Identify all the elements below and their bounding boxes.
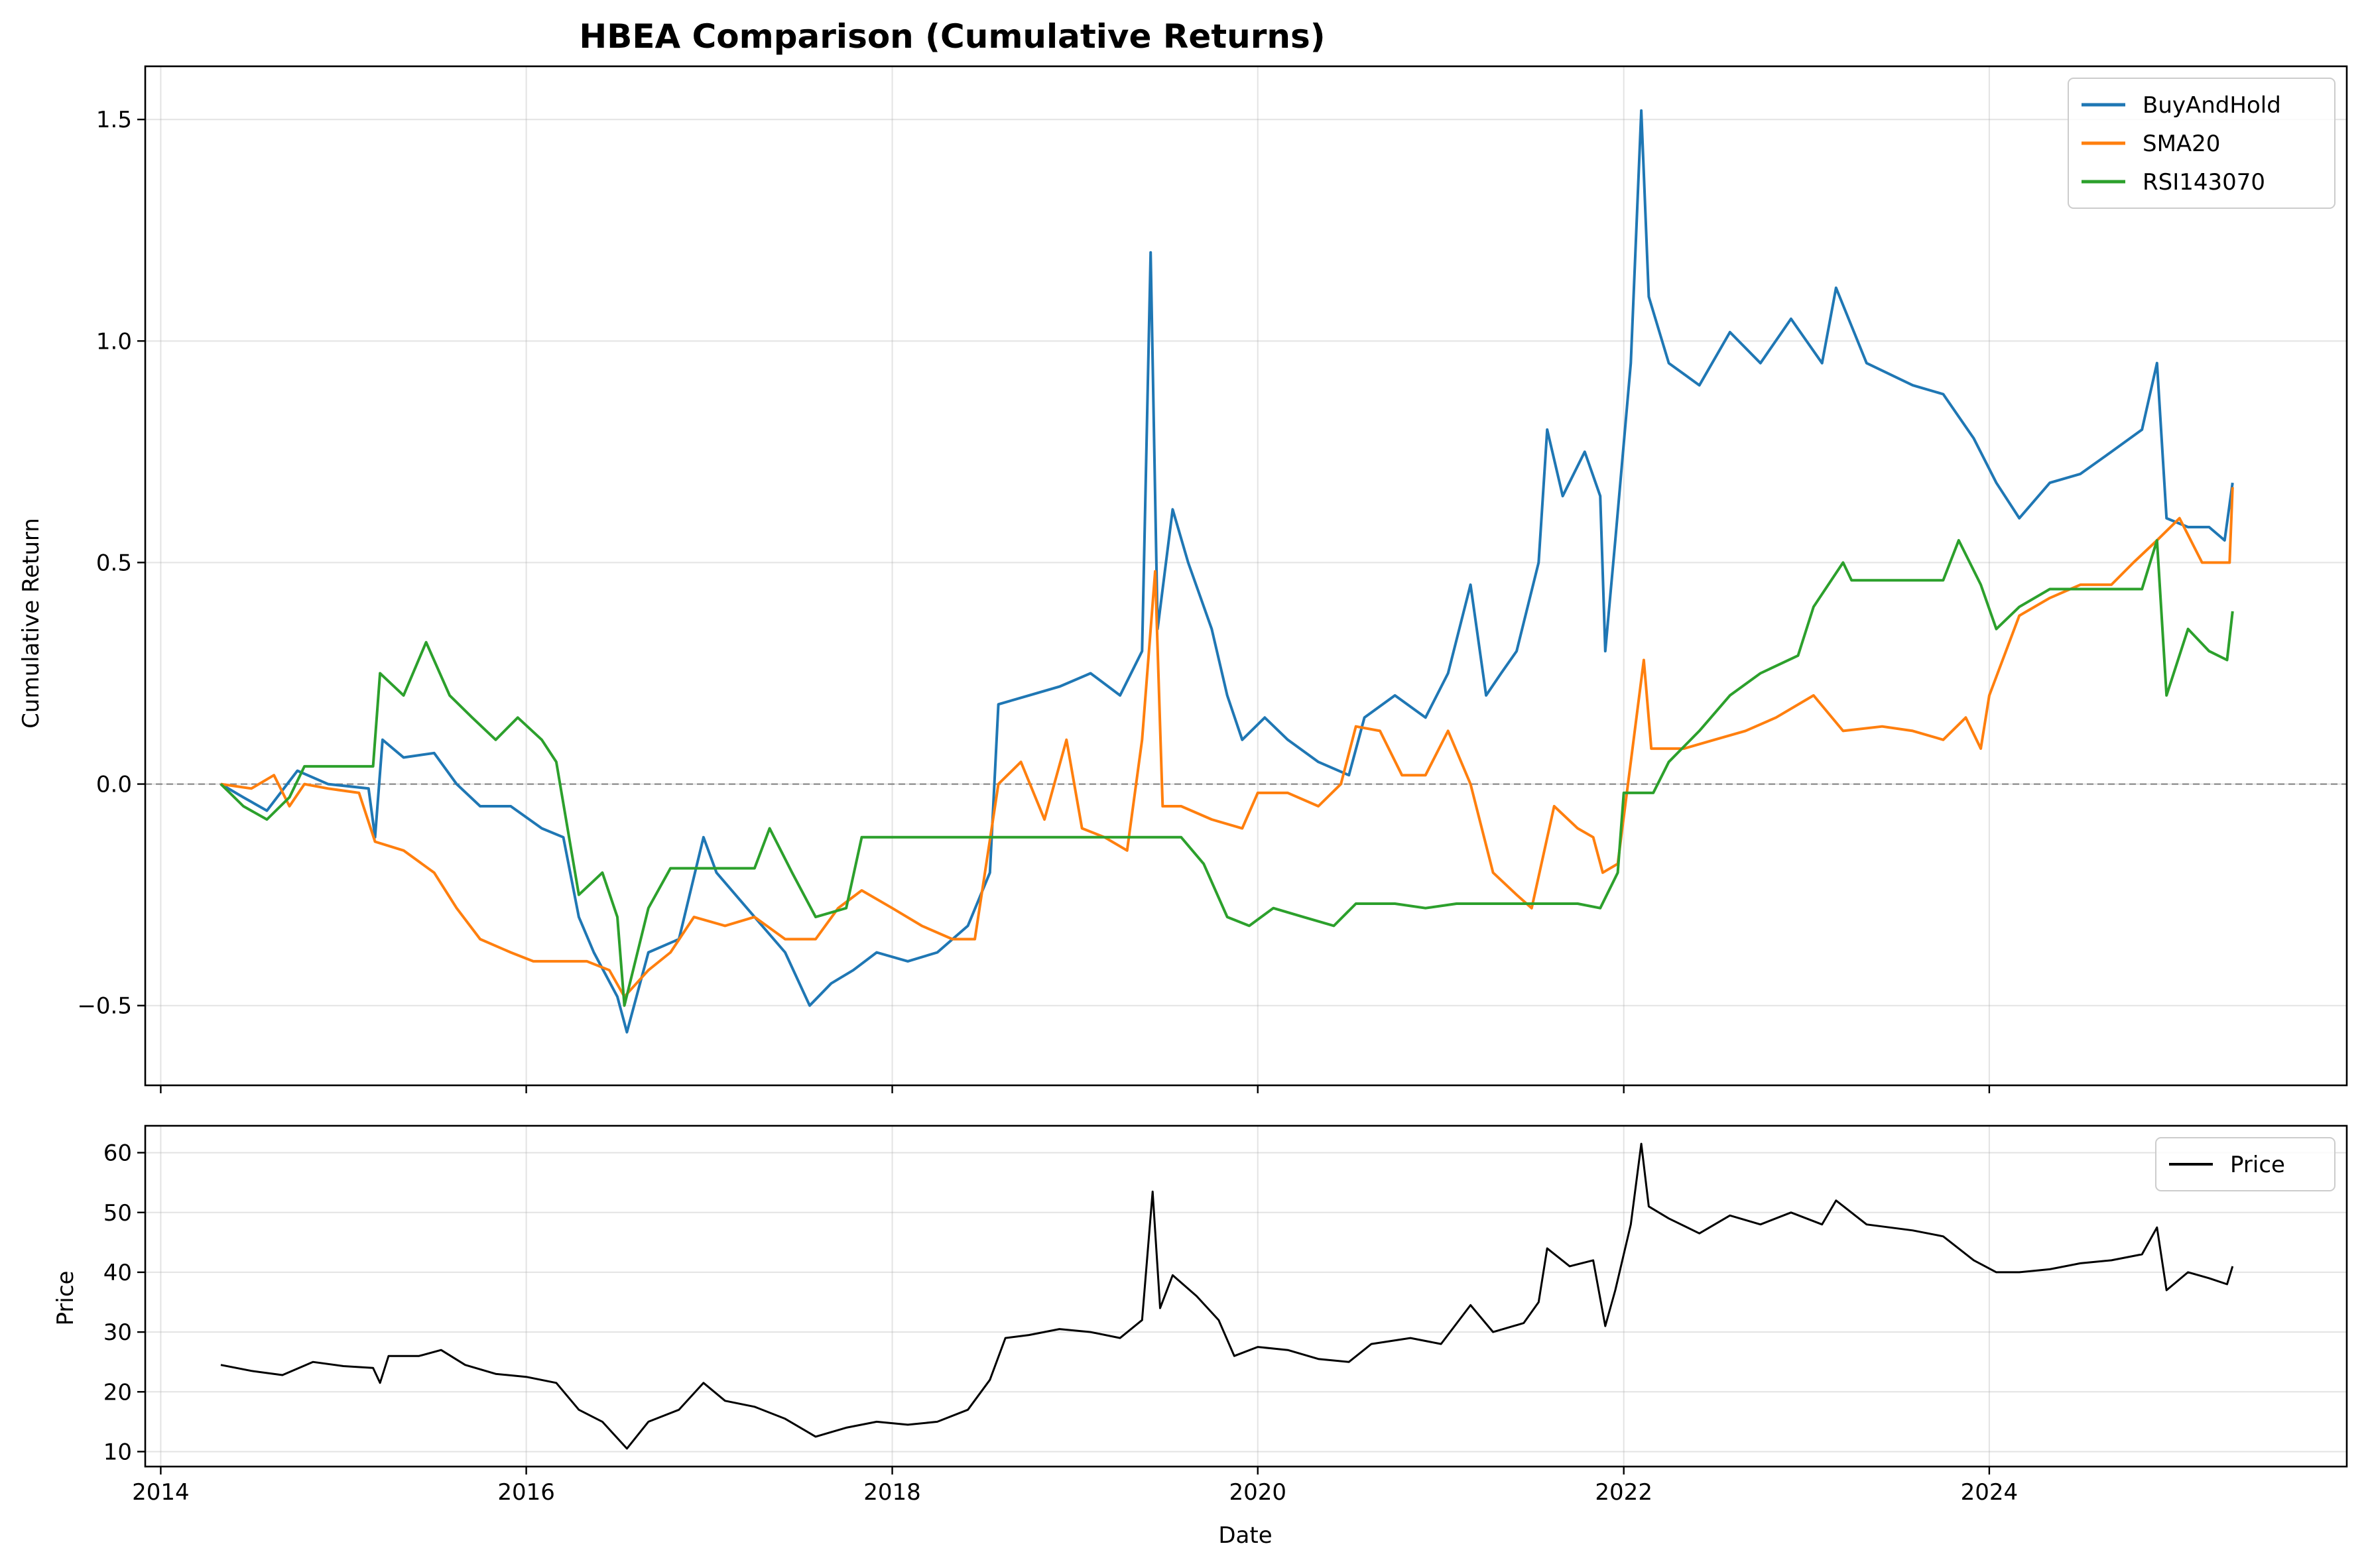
x-tick-label: 2014 (132, 1479, 190, 1506)
x-axis-label: Date (1218, 1522, 1272, 1549)
x-tick-label: 2018 (863, 1479, 921, 1506)
legend-label: RSI143070 (2143, 169, 2265, 196)
x-tick-label: 2016 (497, 1479, 555, 1506)
legend-label: SMA20 (2143, 131, 2220, 157)
x-tick-label: 2022 (1595, 1479, 1652, 1506)
legend-label: BuyAndHold (2143, 92, 2281, 119)
price-legend: Price (2155, 1137, 2335, 1191)
returns-y-axis-label: Cumulative Return (18, 518, 44, 729)
price-y-ticks: 10 20 30 40 50 60 (103, 1140, 145, 1465)
y-tick-label: 30 (103, 1319, 132, 1346)
series-line-price (220, 1142, 2234, 1450)
returns-x-ticks (160, 1085, 1991, 1093)
x-tick-label: 2024 (1961, 1479, 2019, 1506)
price-axes-frame (144, 1124, 2348, 1468)
price-grid (145, 1126, 2347, 1467)
series-line-buyandhold (219, 109, 2234, 1034)
series-line-rsi143070 (219, 539, 2234, 1007)
y-tick-label: 10 (103, 1439, 132, 1465)
y-tick-label: 1.5 (96, 107, 132, 133)
price-y-axis-label: Price (52, 1271, 79, 1326)
y-tick-label: 0.5 (96, 550, 132, 576)
y-tick-label: 1.0 (96, 328, 132, 355)
returns-grid (145, 66, 2347, 1085)
x-tick-label: 2020 (1229, 1479, 1286, 1506)
returns-y-ticks: −0.5 0.0 0.5 1.0 1.5 (77, 107, 145, 1020)
y-tick-label: 20 (103, 1379, 132, 1406)
legend-box (2068, 78, 2335, 209)
y-tick-label: 50 (103, 1200, 132, 1227)
y-tick-label: 0.0 (96, 772, 132, 798)
y-tick-label: 40 (103, 1260, 132, 1286)
chart-title: HBEA Comparison (Cumulative Returns) (579, 17, 1325, 56)
price-series (220, 1142, 2234, 1450)
legend-label: Price (2230, 1152, 2285, 1178)
returns-legend: BuyAndHold SMA20 RSI143070 (2068, 78, 2335, 209)
series-line-sma20 (220, 487, 2234, 998)
returns-panel: −0.5 0.0 0.5 1.0 1.5 Cumulative Return BuyAn… (18, 65, 2348, 1093)
y-tick-label: −0.5 (77, 993, 132, 1020)
price-x-ticks: 2014 2016 2018 2020 2022 2024 (132, 1467, 2018, 1506)
y-tick-label: 60 (103, 1140, 132, 1167)
returns-series (145, 109, 2347, 1034)
legend-box (2155, 1137, 2335, 1191)
returns-axes-frame (144, 65, 2348, 1087)
price-panel: 10 20 30 40 50 60 2014 2016 2018 2020 2022 2024 Pr… (52, 1124, 2348, 1549)
